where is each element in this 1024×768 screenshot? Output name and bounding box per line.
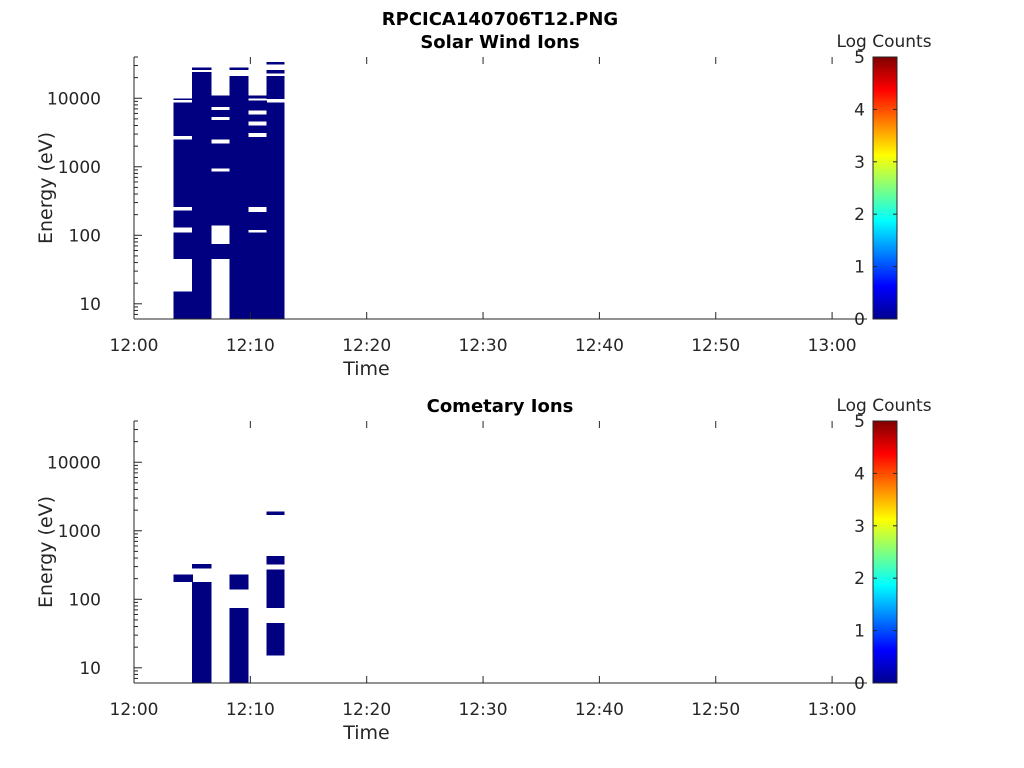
- y-tick-label: 10: [79, 295, 101, 315]
- heatmap-cell: [192, 72, 212, 319]
- y-tick-label: 1000: [58, 522, 101, 542]
- heatmap-cell: [248, 137, 268, 207]
- heatmap-cell: [192, 67, 212, 70]
- heatmap-cell: [173, 102, 193, 137]
- colorbar-tick-label: 0: [854, 310, 865, 330]
- heatmap-cell: [210, 143, 231, 169]
- y-axis-label: Energy (eV): [35, 496, 57, 608]
- heatmap-cell: [229, 76, 249, 319]
- colorbar-tick-label: 2: [854, 205, 865, 225]
- x-tick-label: 12:00: [110, 700, 159, 720]
- heatmap-cell: [266, 102, 285, 319]
- colorbar-tick-label: 0: [854, 674, 865, 694]
- heatmap-cell: [248, 232, 268, 319]
- panel-solar-wind-ions: 12:00 12:10 12:20 12:30 12:40 12:50 13:0010100…: [35, 32, 932, 380]
- heatmap-cell: [173, 98, 193, 100]
- heatmap-cells: [173, 511, 285, 683]
- colorbar-label: Log Counts: [836, 396, 931, 416]
- colorbar-tick-label: 1: [854, 258, 865, 278]
- heatmap-cell: [266, 61, 285, 65]
- heatmap-cell: [173, 232, 193, 260]
- x-tick-label: 12:30: [459, 700, 508, 720]
- panel-cometary-ions: 12:00 12:10 12:20 12:30 12:40 12:50 13:0010100…: [35, 396, 932, 744]
- colorbar-tick-label: 4: [854, 464, 865, 484]
- y-tick-label: 100: [69, 226, 101, 246]
- y-tick-label: 10: [79, 659, 101, 679]
- panel-title: Cometary Ions: [427, 396, 574, 417]
- heatmap-cell: [173, 139, 193, 207]
- heatmap-cell: [266, 555, 285, 565]
- x-tick-label: 12:30: [459, 336, 508, 356]
- heatmap-cell: [248, 95, 268, 99]
- colorbar-tick-label: 5: [854, 48, 865, 68]
- x-tick-label: 12:10: [226, 336, 275, 356]
- figure-title: RPCICA140706T12.PNG: [382, 9, 618, 30]
- heatmap-cell: [192, 563, 212, 569]
- heatmap-cell: [266, 76, 285, 99]
- colorbar-tick-label: 1: [854, 622, 865, 642]
- x-tick-label: 13:00: [808, 336, 857, 356]
- colorbar: [872, 420, 898, 684]
- heatmap-cell: [229, 607, 249, 683]
- x-axis-label: Time: [342, 358, 390, 380]
- heatmap-cell: [173, 574, 193, 582]
- x-tick-label: 12:50: [691, 700, 740, 720]
- heatmap-cell: [248, 125, 268, 134]
- colorbar-tick-label: 2: [854, 569, 865, 589]
- heatmap-cell: [192, 581, 212, 683]
- y-tick-label: 1000: [58, 158, 101, 178]
- x-tick-label: 13:00: [808, 700, 857, 720]
- heatmap-cell: [173, 291, 193, 319]
- heatmap-cell: [229, 67, 249, 70]
- x-tick-label: 12:20: [342, 336, 391, 356]
- heatmap-cell: [266, 569, 285, 608]
- colorbar-tick-label: 3: [854, 517, 865, 537]
- heatmap-cell: [248, 100, 268, 111]
- colorbar: [872, 56, 898, 320]
- y-tick-label: 100: [69, 590, 101, 610]
- heatmap-cell: [210, 95, 231, 107]
- x-tick-label: 12:40: [575, 336, 624, 356]
- heatmap-cell: [210, 171, 231, 226]
- heatmap-cell: [266, 511, 285, 515]
- x-tick-label: 12:20: [342, 700, 391, 720]
- heatmap-cell: [248, 211, 268, 230]
- heatmap-cells: [173, 61, 285, 319]
- x-axis-label: Time: [342, 722, 390, 744]
- heatmap-cell: [229, 574, 249, 590]
- y-tick-label: 10000: [47, 453, 101, 473]
- y-axis-label: Energy (eV): [35, 132, 57, 244]
- heatmap-cell: [210, 243, 231, 260]
- heatmap-cell: [248, 114, 268, 122]
- x-tick-label: 12:00: [110, 336, 159, 356]
- heatmap-cell: [173, 210, 193, 228]
- panel-title: Solar Wind Ions: [420, 32, 579, 53]
- x-tick-label: 12:40: [575, 700, 624, 720]
- x-tick-label: 12:10: [226, 700, 275, 720]
- colorbar-tick-label: 5: [854, 412, 865, 432]
- colorbar-label: Log Counts: [836, 32, 931, 52]
- x-tick-label: 12:50: [691, 336, 740, 356]
- heatmap-cell: [210, 110, 231, 118]
- colorbar-tick-label: 3: [854, 153, 865, 173]
- heatmap-cell: [210, 120, 231, 140]
- colorbar-tick-label: 4: [854, 100, 865, 120]
- heatmap-cell: [266, 623, 285, 656]
- heatmap-cell: [266, 69, 285, 74]
- y-tick-label: 10000: [47, 89, 101, 109]
